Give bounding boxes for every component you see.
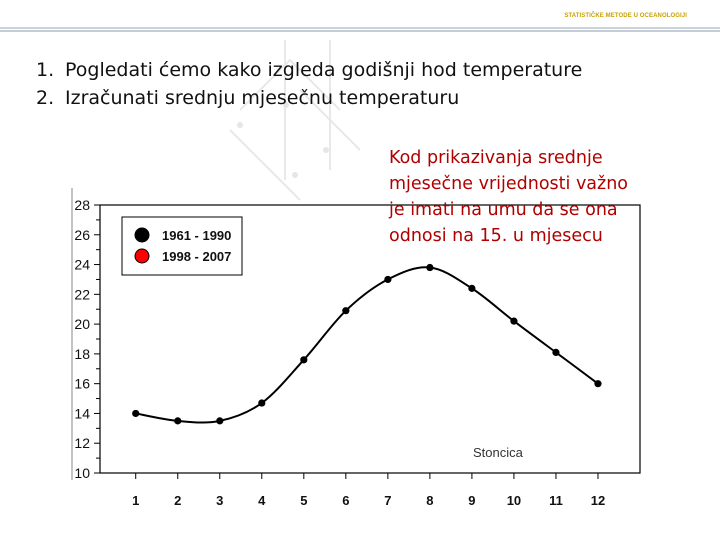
legend-box (121, 216, 243, 276)
data-point (552, 348, 560, 356)
data-point (510, 317, 518, 325)
objective-number: 2. (36, 87, 55, 109)
note-line: Kod prikazivanja srednje (389, 148, 603, 168)
y-tick-label: 10 (74, 465, 90, 481)
y-tick-label: 22 (74, 286, 90, 302)
objective-item: 1. Pogledati ćemo kako izgleda godišnji h… (36, 56, 582, 84)
note-line: mjesečne vrijednosti važno (389, 174, 629, 194)
data-point (216, 417, 224, 425)
x-tick-label: 7 (384, 493, 391, 508)
objectives-list: 1. Pogledati ćemo kako izgleda godišnji h… (36, 56, 582, 112)
x-tick-label: 11 (549, 493, 563, 508)
header-rule (0, 27, 720, 32)
data-point (258, 399, 266, 407)
y-tick-label: 24 (74, 257, 90, 273)
station-annotation: Stoncica (473, 445, 524, 460)
x-tick-label: 1 (132, 493, 139, 508)
y-tick-label: 20 (74, 316, 90, 332)
data-point (594, 380, 602, 388)
y-tick-label: 18 (74, 346, 90, 362)
legend-marker (134, 248, 150, 264)
note-text: Kod prikazivanja srednje mjesečne vrijed… (389, 145, 689, 249)
data-point (300, 356, 308, 364)
legend-marker (134, 227, 150, 243)
x-tick-label: 8 (426, 493, 433, 508)
x-tick-label: 12 (591, 493, 605, 508)
legend-label: 1961 - 1990 (162, 228, 231, 243)
data-point (174, 417, 182, 425)
x-tick-label: 2 (174, 493, 181, 508)
objective-text: Izračunati srednju mjesečnu temperaturu (65, 87, 460, 109)
x-tick-label: 10 (507, 493, 521, 508)
data-point (384, 275, 392, 284)
objective-number: 1. (36, 59, 55, 81)
y-tick-label: 26 (74, 227, 90, 243)
x-tick-label: 5 (300, 493, 307, 508)
header-label: STATISTIČKE METODE U OCEANOLOGIJI (564, 13, 687, 19)
data-point (468, 284, 476, 292)
data-point (426, 263, 434, 272)
objective-item: 2. Izračunati srednju mjesečnu temperatur… (36, 84, 582, 112)
x-tick-label: 9 (468, 493, 475, 508)
series-line-1961-1990 (135, 266, 599, 424)
y-tick-label: 12 (74, 435, 90, 451)
y-tick-label: 16 (74, 376, 90, 392)
y-tick-label: 14 (74, 405, 90, 421)
x-tick-label: 6 (342, 493, 349, 508)
x-tick-label: 3 (216, 493, 223, 508)
note-line: je imati na umu da se ona (389, 200, 618, 220)
data-point (342, 307, 350, 315)
note-line: odnosi na 15. u mjesecu (389, 226, 603, 246)
data-point (132, 409, 140, 418)
legend-label: 1998 - 2007 (162, 249, 231, 264)
y-tick-label: 28 (74, 197, 90, 213)
x-tick-label: 4 (258, 493, 266, 508)
objective-text: Pogledati ćemo kako izgleda godišnji hod… (65, 59, 583, 81)
